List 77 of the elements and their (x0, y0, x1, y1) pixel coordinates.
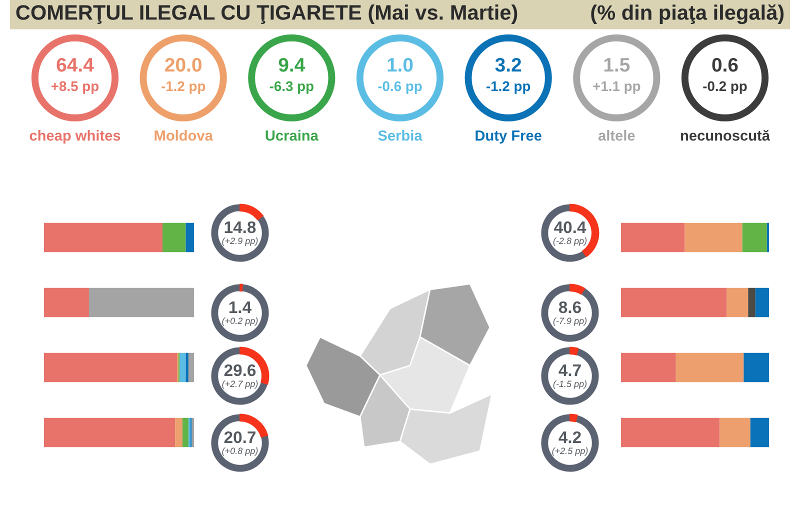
text: -0.2 pp (703, 81, 747, 94)
data-label: 4.2 (558, 431, 581, 443)
category-label: Moldova (154, 130, 213, 141)
data-label: 20.7 (224, 431, 256, 444)
data-label: 40.4 (554, 221, 586, 234)
donut-slice (541, 284, 599, 342)
bar (621, 352, 676, 382)
text: (+0.8 pp) (222, 447, 258, 456)
category-label: altele (598, 130, 635, 141)
text: 1.5 (604, 58, 630, 72)
bar (621, 418, 720, 448)
donut-slice (211, 347, 268, 405)
bar (44, 222, 162, 252)
bar (182, 418, 188, 448)
bar (750, 418, 769, 448)
donut-slice (570, 346, 579, 356)
bar (186, 222, 194, 252)
category-label: Ucraina (266, 130, 319, 141)
category-label: necunoscută (680, 130, 770, 141)
data-label: 8.6 (558, 301, 581, 314)
donut-slice (211, 414, 269, 472)
bar (89, 288, 194, 318)
bar (744, 352, 769, 382)
category-label: cheap whites (30, 130, 120, 144)
donut-slice (211, 204, 269, 262)
bar (44, 352, 178, 382)
donut-slice (240, 204, 264, 220)
text: 1.0 (388, 58, 413, 72)
text: -1.2 pp (486, 81, 530, 94)
text: 9.4 (278, 58, 306, 72)
donut-slice (541, 414, 599, 472)
text: -0.6 pp (378, 81, 422, 94)
bar (621, 222, 685, 252)
data-label: 29.6 (224, 364, 256, 376)
donut-slice (570, 414, 578, 422)
text: (+2.5 pp) (552, 447, 588, 456)
text: (% din piaţa ilegală) (591, 4, 784, 24)
text: (+0.2 pp) (222, 317, 258, 326)
text: +1.1 pp (593, 81, 640, 94)
bar (676, 352, 744, 382)
bar (44, 418, 176, 448)
text: 20.0 (165, 58, 202, 72)
text: -6.3 pp (270, 81, 314, 94)
text: 3.2 (495, 58, 522, 72)
bar (175, 418, 182, 448)
category-label: Duty Free (476, 130, 542, 144)
text: (+2.7 pp) (222, 380, 258, 389)
donut-slice (570, 284, 586, 295)
text: -1.2 pp (162, 81, 206, 94)
bar (44, 288, 89, 318)
donut-slice (541, 347, 599, 405)
text: (-7.9 pp) (553, 317, 587, 326)
text: (-1.5 pp) (553, 380, 587, 389)
text: (-2.8 pp) (553, 237, 587, 246)
data-label: 14.8 (224, 221, 256, 234)
category-label: Serbia (378, 130, 422, 141)
donut-slice (541, 204, 586, 262)
text: 64.4 (56, 58, 94, 72)
donut-slice (240, 284, 243, 292)
text: 0.6 (712, 58, 738, 72)
bar (186, 352, 188, 382)
bar (684, 222, 742, 252)
bar (742, 222, 767, 252)
bar (621, 288, 727, 318)
data-label: 4.7 (558, 364, 581, 376)
bar (162, 222, 186, 252)
bar (188, 352, 194, 382)
bar (748, 288, 756, 318)
bar (180, 352, 186, 382)
donut-slice (211, 284, 269, 342)
text: COMERŢUL ILEGAL CU ŢIGARETE (Mai vs. Martie) (16, 4, 518, 24)
text: (+2.9 pp) (222, 237, 258, 246)
bar (726, 288, 748, 318)
data-label: 1.4 (229, 302, 252, 313)
bar (720, 418, 750, 448)
bar (755, 288, 769, 318)
text: +8.5 pp (51, 81, 99, 94)
